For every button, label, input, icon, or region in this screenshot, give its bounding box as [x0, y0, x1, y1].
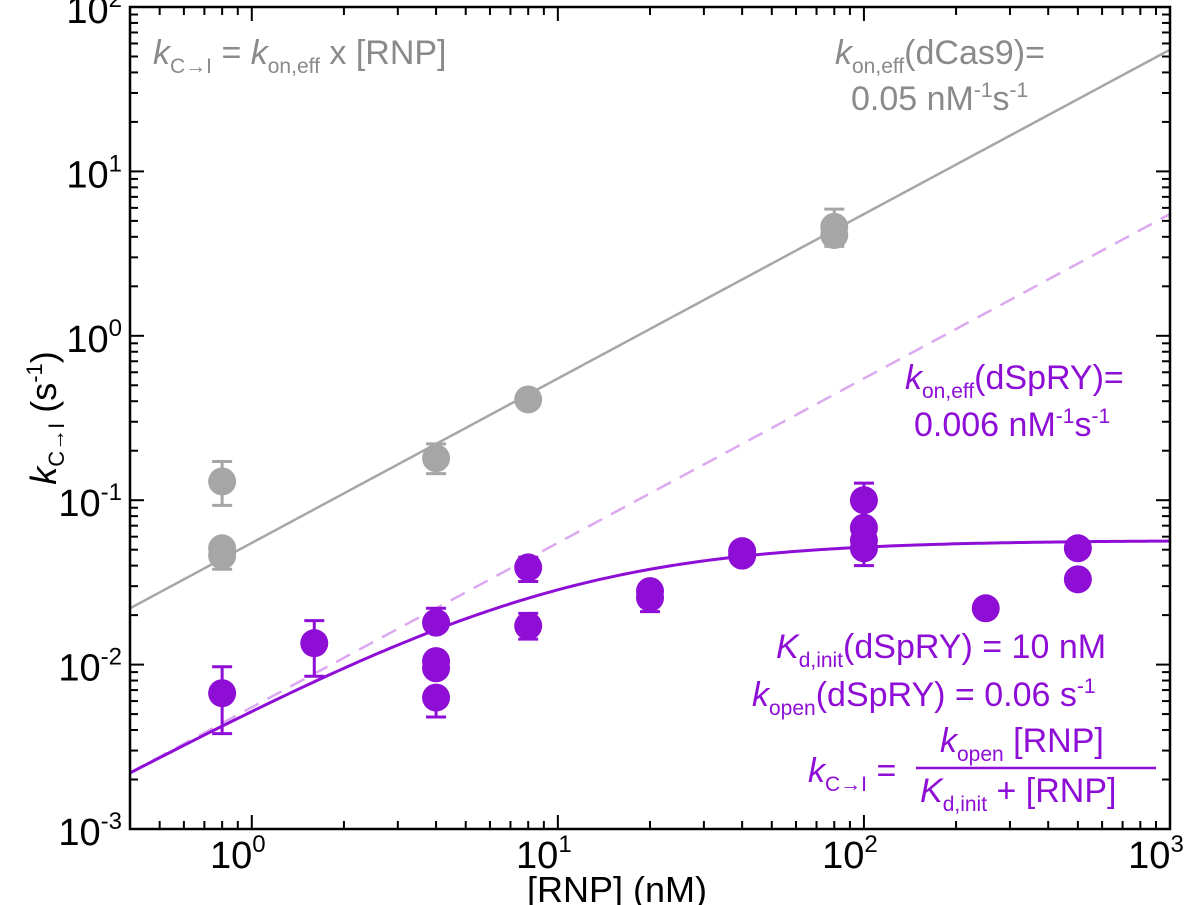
- annotation-dspry-kon-line2: 0.006 nM-1s-1: [914, 405, 1110, 444]
- annotation-model-equation: kC→I = kon,eff x [RNP]: [153, 34, 447, 78]
- data-point-dspry: [422, 654, 451, 683]
- annotation-dcas9-kon-line1: kon,eff(dCas9)=: [835, 34, 1045, 78]
- data-point-dspry: [514, 611, 543, 640]
- data-point-dcas9: [208, 541, 237, 570]
- y-label-sub: C→I: [44, 423, 69, 467]
- y-label-unit-end: ): [23, 351, 64, 363]
- data-point-dcas9: [514, 385, 543, 414]
- y-label-unit: (s: [23, 383, 64, 413]
- x-tick-label: 100: [210, 831, 266, 877]
- y-tick-label: 10-3: [58, 808, 122, 854]
- y-label-unit-sup: -1: [22, 363, 47, 383]
- fit-line: [130, 212, 1170, 774]
- svg-text:kopen [RNP]: kopen [RNP]: [940, 722, 1104, 766]
- x-tick-label: 101: [516, 831, 572, 877]
- data-point-dspry: [849, 486, 878, 515]
- data-point-dcas9: [422, 444, 451, 473]
- annotation-kd-init: Kd,init(dSpRY) = 10 nM: [776, 628, 1106, 672]
- y-tick-label: 102: [66, 0, 122, 32]
- svg-text:kC→I =: kC→I =: [808, 752, 896, 796]
- data-point-dspry: [971, 594, 1000, 623]
- y-tick-label: 101: [66, 150, 122, 196]
- annotation-dcas9-kon-line2: 0.05 nM-1s-1: [851, 79, 1028, 118]
- fit-line: [130, 539, 1170, 775]
- data-point-dspry: [300, 629, 329, 658]
- data-points: [208, 207, 1092, 736]
- y-tick-label: 100: [66, 315, 122, 361]
- data-point-dspry: [422, 683, 451, 712]
- y-axis-label: kC→I (s-1): [22, 351, 69, 485]
- svg-text:kC→I (s-1): kC→I (s-1): [22, 351, 69, 485]
- data-point-dspry: [514, 553, 543, 582]
- fit-lines: [130, 48, 1170, 775]
- annotation-dspry-kon-line1: kon,eff(dSpRY)=: [905, 359, 1124, 403]
- data-point-dspry: [728, 541, 757, 570]
- data-point-dspry: [1063, 565, 1092, 594]
- annotation-k-open: kopen(dSpRY) = 0.06 s-1: [752, 675, 1096, 720]
- x-tick-label: 103: [1128, 831, 1184, 877]
- y-label-symbol: k: [23, 465, 64, 485]
- data-point-dspry: [636, 583, 664, 612]
- data-point-dspry: [849, 534, 878, 563]
- y-tick-label: 10-1: [58, 479, 122, 525]
- data-point-dspry: [1063, 534, 1092, 563]
- x-axis-label: [RNP] (nM): [527, 869, 707, 905]
- svg-text:Kd,init + [RNP]: Kd,init + [RNP]: [920, 772, 1116, 816]
- x-tick-label: 102: [822, 831, 878, 877]
- annotation-hyperbolic-formula: kC→I = kopen [RNP] Kd,init + [RNP]: [808, 722, 1156, 816]
- fit-line: [130, 48, 1170, 610]
- data-point-dspry: [208, 679, 237, 708]
- data-point-dcas9: [208, 467, 237, 496]
- data-point-dcas9: [820, 221, 849, 250]
- y-tick-label: 10-2: [58, 644, 122, 690]
- data-point-dspry: [422, 608, 451, 637]
- axis-ticks: 100 101 102 103 10-3 10-2 10-1 100 101 102: [58, 0, 1183, 877]
